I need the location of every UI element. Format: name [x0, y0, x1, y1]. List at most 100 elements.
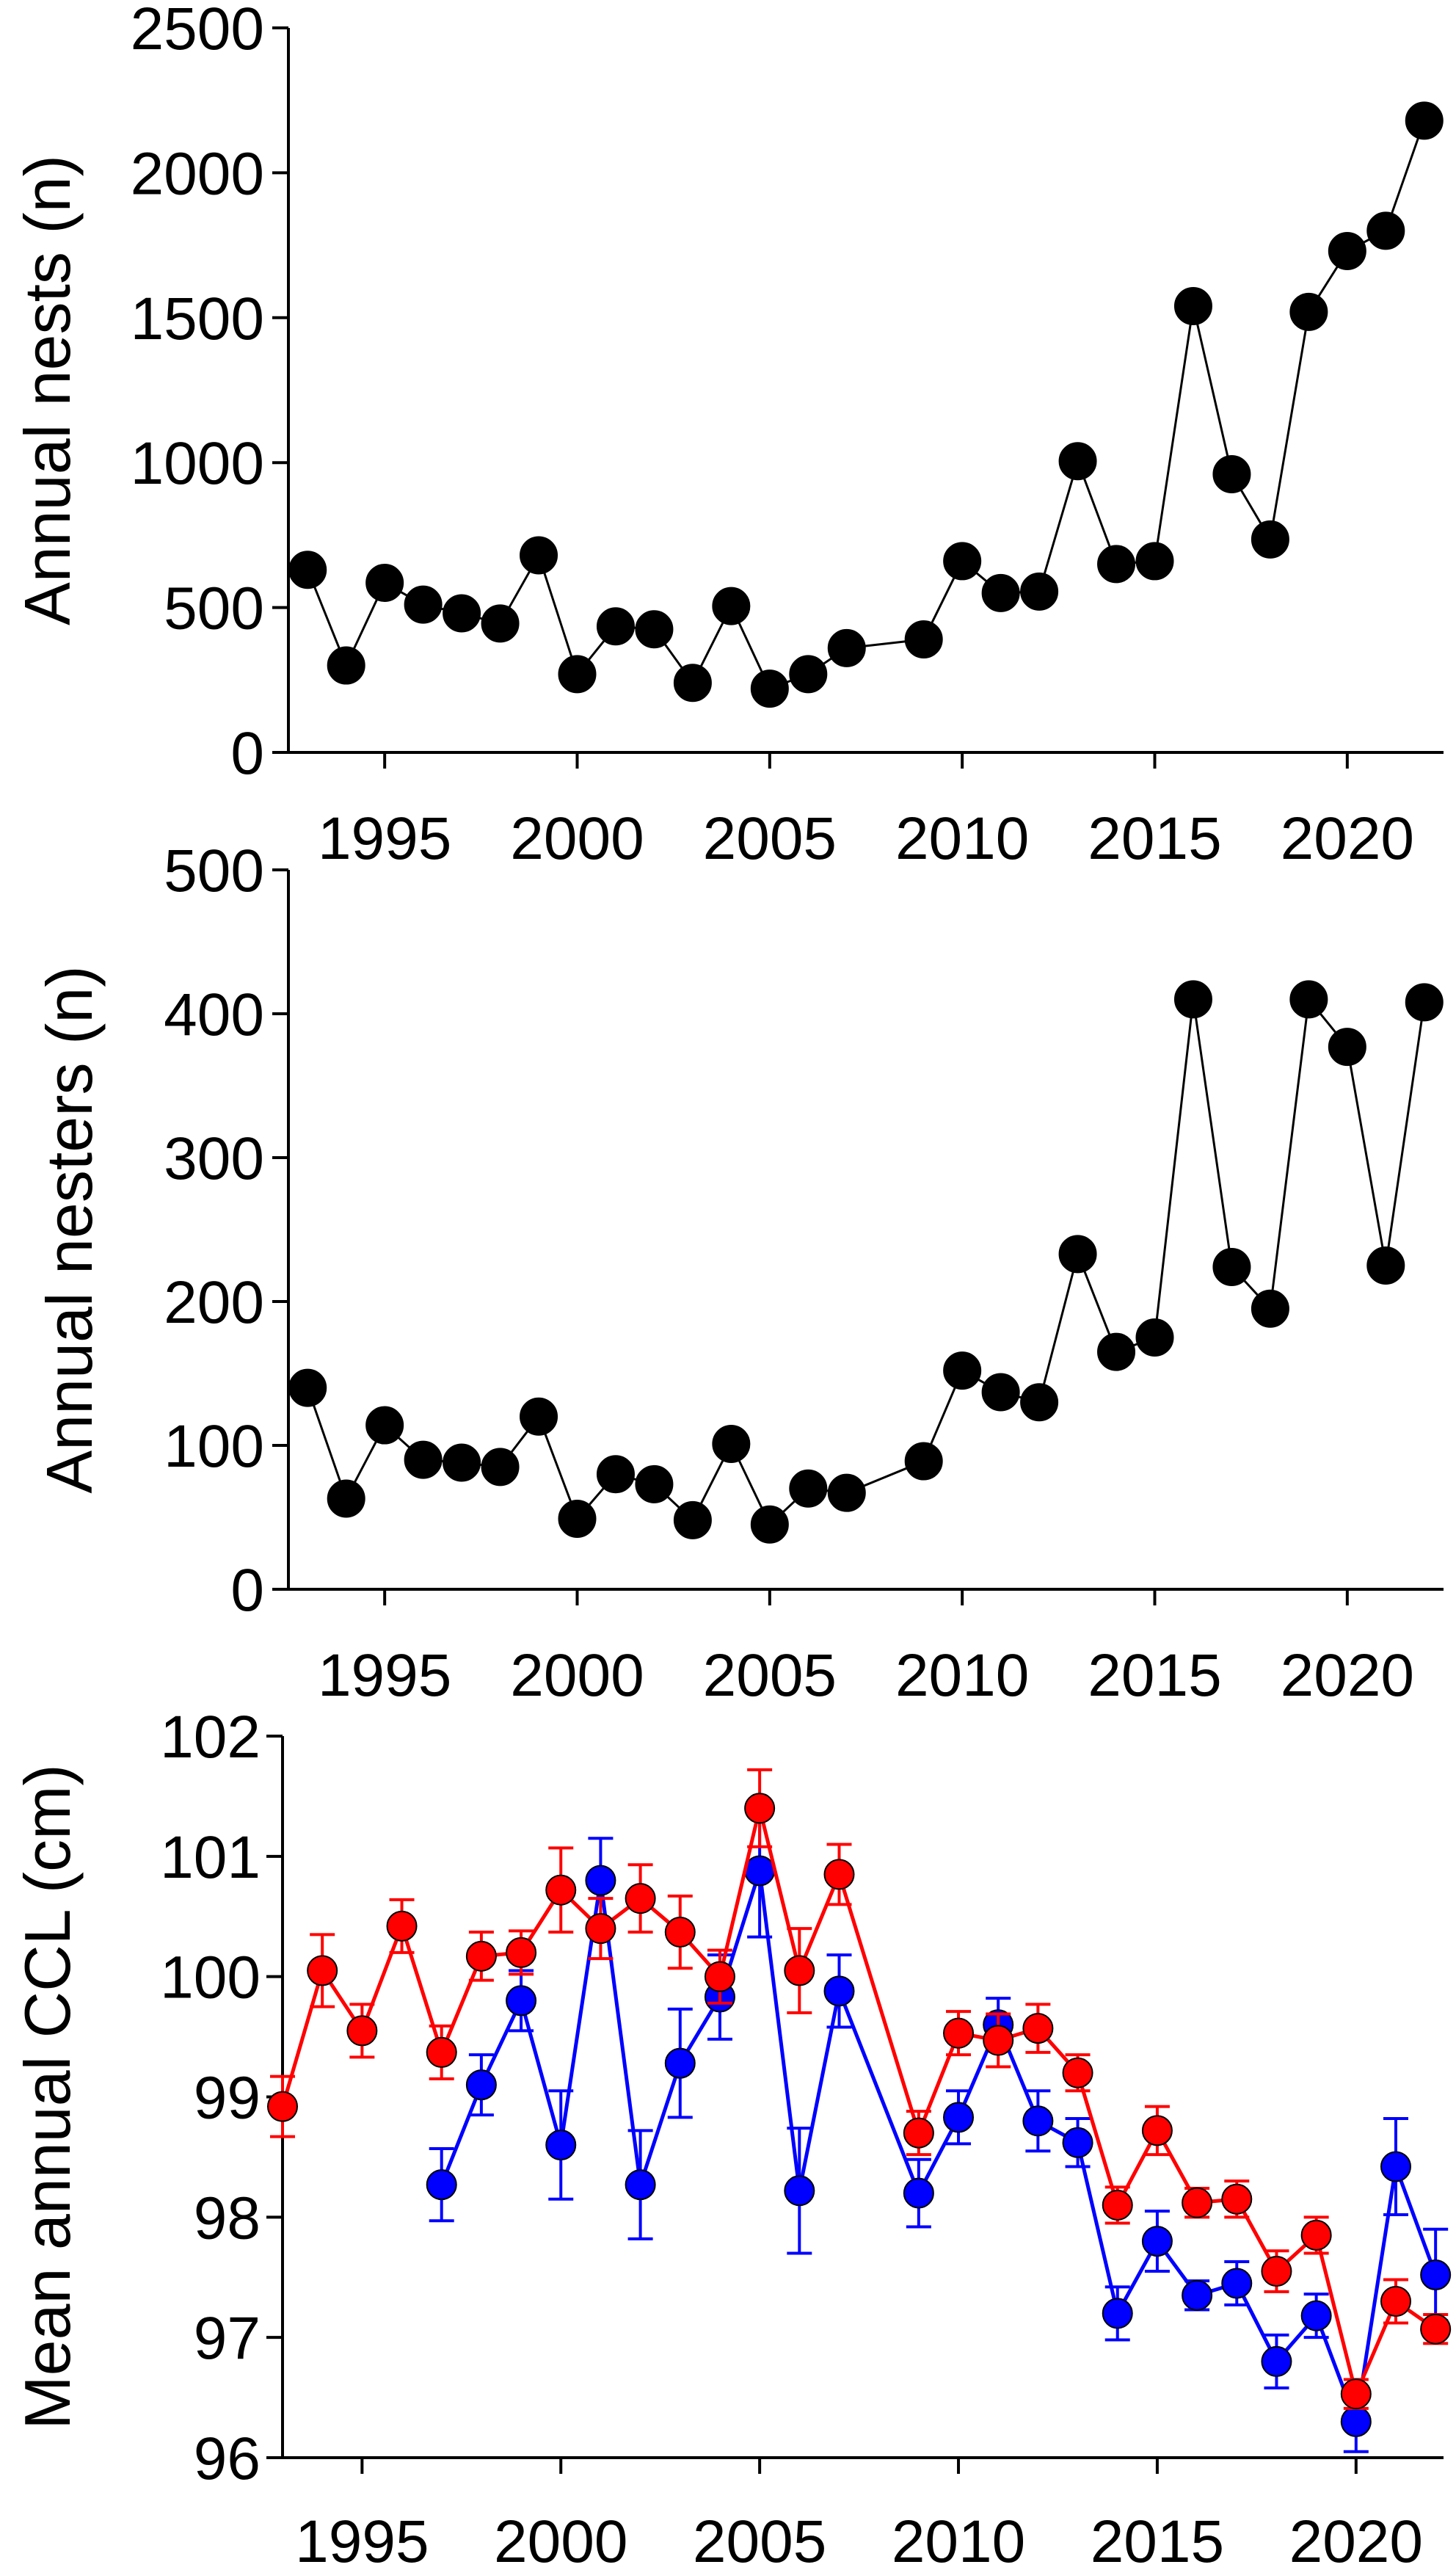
- data-point: [903, 2117, 934, 2149]
- data-point: [1020, 572, 1059, 611]
- data-point: [1212, 1247, 1251, 1286]
- data-point: [404, 585, 443, 624]
- data-point: [1135, 1318, 1174, 1357]
- y-tick-label: 0: [230, 720, 264, 787]
- data-point: [1300, 2300, 1332, 2331]
- x-tick-label: 2005: [693, 2508, 826, 2570]
- y-axis-title: Annual nests (n): [11, 155, 84, 625]
- y-tick-label: 2000: [131, 140, 264, 207]
- data-point: [307, 1955, 338, 1986]
- data-point: [750, 669, 789, 708]
- data-point: [789, 655, 828, 694]
- data-point: [1221, 2183, 1253, 2215]
- data-point: [558, 655, 597, 694]
- data-point: [943, 1351, 982, 1390]
- data-point: [1102, 2189, 1133, 2221]
- data-point: [465, 1940, 497, 1972]
- series-2: [267, 1768, 1452, 2410]
- y-tick-label: 98: [194, 2185, 261, 2251]
- data-point: [712, 1425, 751, 1464]
- data-point: [465, 2069, 497, 2101]
- data-point: [673, 664, 712, 703]
- data-point: [789, 1469, 828, 1508]
- data-point: [545, 1874, 577, 1906]
- series-1: [288, 101, 1444, 708]
- data-point: [784, 2175, 815, 2207]
- x-tick-label: 2000: [494, 2508, 627, 2570]
- data-point: [1420, 2259, 1452, 2290]
- chart-panel-2: 0 100 200 300 400 500 1995 2000 2005 2010 2015 2020…: [33, 838, 1444, 1709]
- y-tick-label: 1500: [131, 286, 264, 352]
- y-tick-label: 500: [164, 838, 264, 904]
- x-tick-label: 2000: [510, 1642, 644, 1709]
- data-point: [1135, 542, 1174, 581]
- data-point: [625, 2169, 656, 2201]
- data-point: [1022, 2013, 1054, 2044]
- data-point: [635, 1464, 674, 1503]
- data-point: [1058, 1235, 1097, 1274]
- data-point: [327, 646, 365, 685]
- data-point: [1182, 2187, 1213, 2218]
- data-point: [1212, 454, 1251, 493]
- data-point: [1289, 980, 1328, 1019]
- data-point: [1405, 101, 1444, 140]
- data-point: [520, 1397, 558, 1436]
- data-point: [1141, 2115, 1173, 2146]
- data-point: [981, 1373, 1020, 1412]
- x-tick-label: 2005: [703, 805, 837, 872]
- data-point: [327, 1479, 365, 1518]
- data-point: [386, 1910, 418, 1942]
- data-point: [1022, 2105, 1054, 2137]
- data-point: [426, 2036, 457, 2068]
- data-point: [1251, 520, 1289, 559]
- data-point: [288, 1368, 327, 1407]
- y-axis-title: Mean annual CCL (cm): [11, 1764, 84, 2429]
- y-tick-label: 102: [160, 1704, 261, 1771]
- data-point: [1062, 2057, 1093, 2088]
- data-point: [750, 1505, 789, 1544]
- x-tick-label: 2020: [1281, 1642, 1414, 1709]
- data-point: [585, 1913, 616, 1945]
- data-point: [267, 2091, 298, 2122]
- y-tick-label: 100: [160, 1945, 261, 2011]
- chart-panel-3: 96 97 98 99 100 101 102 1995 2000 2005 2010 2015 202…: [11, 1704, 1452, 2570]
- data-point: [827, 1473, 866, 1512]
- x-tick-label: 2005: [703, 1642, 837, 1709]
- y-tick-label: 2500: [131, 0, 264, 62]
- data-point: [1251, 1289, 1289, 1328]
- y-tick-label: 101: [160, 1824, 261, 1891]
- data-point: [506, 1985, 537, 2017]
- data-point: [1380, 2286, 1411, 2317]
- y-tick-label: 97: [194, 2305, 261, 2372]
- data-point: [943, 2017, 975, 2049]
- data-point: [744, 1793, 776, 1824]
- y-tick-label: 400: [164, 981, 264, 1048]
- data-point: [823, 1859, 855, 1890]
- data-point: [1097, 1332, 1136, 1371]
- data-point: [558, 1499, 597, 1538]
- data-point: [1020, 1383, 1059, 1422]
- data-point: [1141, 2226, 1173, 2257]
- data-point: [1380, 2151, 1411, 2182]
- data-point: [1173, 980, 1212, 1019]
- x-tick-label: 2015: [1088, 1642, 1221, 1709]
- data-point: [712, 587, 751, 625]
- data-point: [520, 536, 558, 575]
- data-point: [664, 2047, 696, 2079]
- series-line: [306, 998, 1426, 1526]
- x-tick-label: 2015: [1091, 2508, 1224, 2570]
- data-point: [545, 2130, 577, 2161]
- data-point: [823, 1975, 855, 2007]
- data-point: [346, 2015, 378, 2047]
- data-point: [481, 1448, 520, 1487]
- data-point: [784, 1955, 815, 1986]
- x-tick-label: 2010: [895, 805, 1029, 872]
- data-point: [1097, 545, 1136, 584]
- x-tick-label: 2020: [1289, 2508, 1423, 2570]
- y-tick-label: 300: [164, 1125, 264, 1192]
- chart-panel-1: 0 500 1000 1500 2000 2500 1995 2000 2005 2010 2015…: [11, 0, 1444, 872]
- data-point: [1058, 442, 1097, 481]
- data-point: [365, 1406, 404, 1445]
- data-point: [1289, 292, 1328, 331]
